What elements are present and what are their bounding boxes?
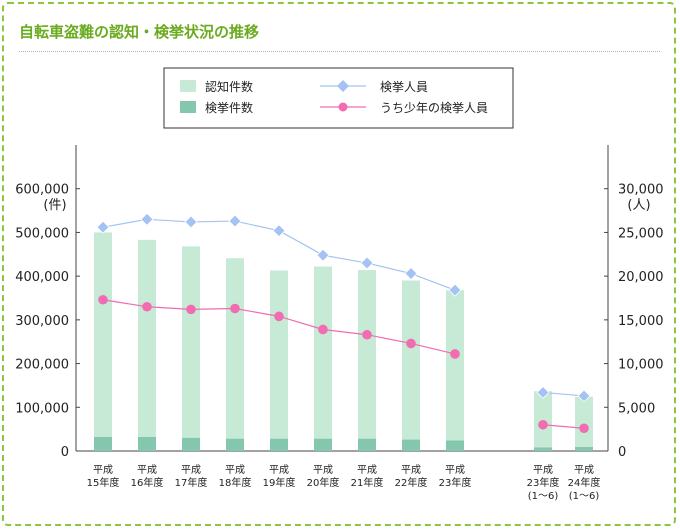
line-kenkyo-jinin bbox=[542, 391, 585, 397]
bar-ninchi bbox=[138, 239, 156, 451]
x-category-label: 平成 bbox=[93, 464, 113, 476]
x-category-label: 23年度 bbox=[439, 476, 472, 489]
bar-ninchi bbox=[446, 290, 464, 451]
bar-ninchi bbox=[94, 232, 112, 451]
left-tick-label: 200,000 bbox=[15, 358, 69, 373]
point-kenkyo-jinin bbox=[272, 224, 286, 238]
x-category-label: 平成 bbox=[313, 464, 333, 476]
x-category-label: 19年度 bbox=[263, 476, 296, 489]
point-shonen bbox=[538, 419, 548, 430]
x-category-label: 平成 bbox=[533, 464, 553, 476]
point-kenkyo-jinin bbox=[448, 283, 462, 297]
right-tick-label: 10,000 bbox=[618, 358, 664, 373]
bar-ninchi bbox=[182, 246, 200, 451]
point-kenkyo-jinin bbox=[360, 256, 374, 270]
left-tick-label: 0 bbox=[61, 445, 69, 460]
legend-marker-kenkyo-jinin bbox=[337, 80, 349, 92]
right-tick-label: 15,000 bbox=[618, 314, 664, 329]
point-shonen bbox=[318, 324, 328, 335]
left-tick-label: 300,000 bbox=[15, 314, 69, 329]
point-kenkyo-jinin bbox=[96, 220, 110, 234]
point-kenkyo-jinin bbox=[228, 214, 242, 228]
bar-ninchi bbox=[358, 270, 376, 451]
right-tick-label: 0 bbox=[618, 445, 626, 460]
left-axis-unit: (件) bbox=[43, 198, 66, 213]
point-kenkyo-jinin bbox=[184, 215, 198, 229]
left-tick-label: 600,000 bbox=[15, 183, 69, 198]
right-tick-label: 5,000 bbox=[618, 401, 655, 416]
x-category-label: (1〜6) bbox=[528, 491, 559, 502]
dashed-frame bbox=[2, 2, 676, 526]
right-tick-label: 25,000 bbox=[618, 226, 664, 241]
x-category-label: 20年度 bbox=[307, 476, 340, 489]
legend-label-kenkyo-jinin: 検挙人員 bbox=[380, 80, 428, 94]
x-category-label: 平成 bbox=[445, 464, 465, 476]
bar-kenkyo-kensu bbox=[402, 439, 420, 451]
line-shonen bbox=[542, 424, 585, 429]
x-category-label: 平成 bbox=[401, 464, 421, 476]
bar-kenkyo-kensu bbox=[270, 438, 288, 451]
x-category-label: 21年度 bbox=[351, 476, 384, 489]
right-axis-unit: (人) bbox=[627, 198, 650, 213]
x-category-label: 17年度 bbox=[175, 476, 208, 489]
bar-kenkyo-kensu bbox=[182, 437, 200, 451]
page-title: 自転車盗難の認知・検挙状況の推移 bbox=[19, 23, 260, 41]
x-category-label: 平成 bbox=[137, 464, 157, 476]
point-kenkyo-jinin bbox=[404, 266, 418, 281]
bar-ninchi bbox=[402, 280, 420, 451]
bar-kenkyo-kensu bbox=[575, 447, 593, 451]
x-category-label: 平成 bbox=[225, 464, 245, 476]
point-shonen bbox=[406, 338, 416, 349]
legend-box bbox=[163, 67, 514, 129]
x-category-label: 22年度 bbox=[395, 476, 428, 489]
x-category-label: 平成 bbox=[181, 464, 201, 476]
left-tick-label: 100,000 bbox=[15, 401, 69, 416]
point-shonen bbox=[230, 303, 240, 314]
legend-label-shonen: うち少年の検挙人員 bbox=[380, 101, 488, 115]
point-shonen bbox=[142, 301, 152, 312]
point-kenkyo-jinin bbox=[140, 212, 154, 226]
point-shonen bbox=[579, 423, 589, 434]
x-category-label: 23年度 bbox=[527, 476, 560, 489]
point-kenkyo-jinin bbox=[316, 248, 330, 262]
bar-kenkyo-kensu bbox=[534, 447, 552, 451]
x-category-label: 24年度 bbox=[568, 476, 601, 489]
legend-swatch-kenkyo-kensu bbox=[180, 101, 196, 113]
x-category-label: (1〜6) bbox=[569, 491, 600, 502]
x-category-label: 平成 bbox=[574, 464, 594, 476]
legend-label-kenkyo-kensu: 検挙件数 bbox=[205, 100, 253, 115]
x-category-label: 18年度 bbox=[219, 476, 252, 489]
point-shonen bbox=[450, 349, 460, 359]
point-shonen bbox=[274, 311, 284, 322]
left-tick-label: 400,000 bbox=[15, 270, 69, 285]
bar-ninchi bbox=[226, 258, 244, 451]
legend-label-ninchi: 認知件数 bbox=[205, 79, 253, 94]
x-category-label: 16年度 bbox=[131, 476, 164, 489]
right-tick-label: 30,000 bbox=[618, 183, 664, 198]
bar-kenkyo-kensu bbox=[138, 437, 156, 451]
left-tick-label: 500,000 bbox=[15, 226, 69, 241]
point-shonen bbox=[186, 304, 196, 315]
bar-kenkyo-kensu bbox=[314, 438, 332, 451]
title-divider bbox=[19, 51, 660, 52]
bar-kenkyo-kensu bbox=[358, 438, 376, 451]
bar-kenkyo-kensu bbox=[226, 438, 244, 451]
right-tick-label: 20,000 bbox=[618, 270, 664, 285]
bar-kenkyo-kensu bbox=[94, 437, 112, 451]
legend-swatch-ninchi bbox=[180, 80, 196, 92]
bar-kenkyo-kensu bbox=[446, 440, 464, 451]
x-category-label: 15年度 bbox=[87, 476, 120, 489]
x-category-label: 平成 bbox=[269, 464, 289, 476]
point-kenkyo-jinin bbox=[577, 389, 591, 403]
bar-ninchi bbox=[270, 270, 288, 451]
bar-ninchi bbox=[314, 266, 332, 451]
point-shonen bbox=[362, 329, 372, 340]
x-category-label: 平成 bbox=[357, 464, 377, 476]
point-kenkyo-jinin bbox=[536, 385, 550, 399]
legend-marker-shonen bbox=[338, 102, 348, 112]
point-shonen bbox=[98, 294, 108, 305]
